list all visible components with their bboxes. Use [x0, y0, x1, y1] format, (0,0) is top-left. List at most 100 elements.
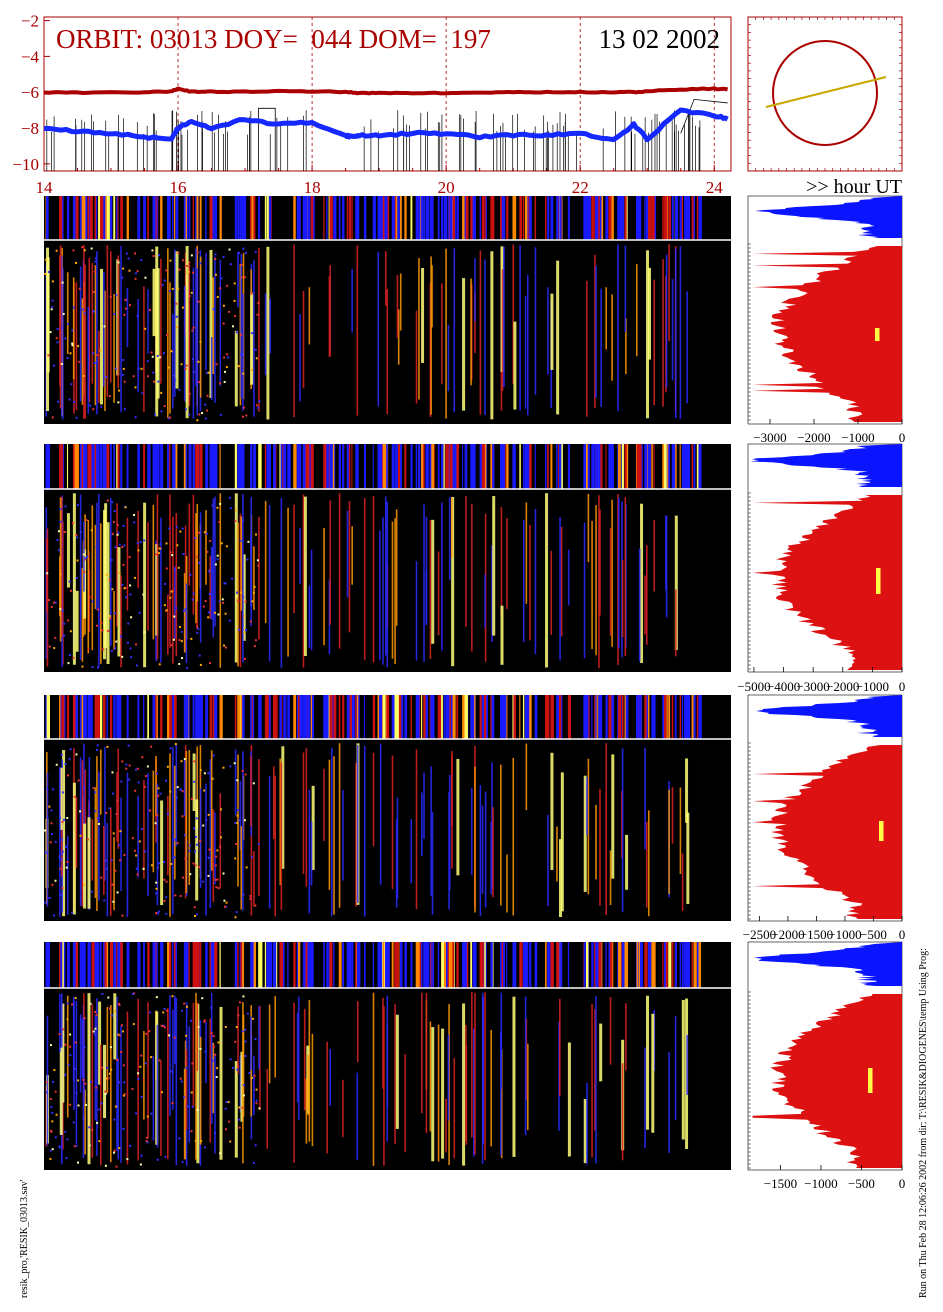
spectral-line-mark — [431, 1027, 435, 1162]
strip-mark — [684, 444, 691, 489]
spectral-dot-mark — [140, 1054, 143, 1057]
hour-axis-label: >> hour UT — [806, 176, 902, 198]
spectral-line-mark — [137, 795, 139, 878]
spectral-line-mark — [109, 1005, 112, 1163]
strip-mark — [87, 942, 90, 988]
strip-mark — [293, 695, 297, 739]
spectral-dot-mark — [180, 630, 183, 633]
spectral-dot-mark — [196, 1108, 199, 1111]
histogram-x-tick-label: −2000 — [797, 430, 830, 445]
histogram-x-tick-label: −2000 — [771, 927, 804, 942]
spectral-dot-mark — [108, 1072, 111, 1075]
spectral-dot-mark — [156, 866, 159, 869]
strip-mark — [586, 444, 588, 489]
spectral-dot-mark — [46, 572, 49, 575]
spectral-dot-mark — [169, 290, 172, 293]
spectral-dot-mark — [123, 587, 126, 590]
spectral-dot-mark — [96, 666, 99, 669]
spectral-dot-mark — [140, 259, 143, 262]
spectral-dot-mark — [185, 1066, 188, 1069]
spectral-line-mark — [474, 258, 476, 322]
strip-mark — [441, 695, 443, 739]
spectral-dot-mark — [62, 1028, 65, 1031]
strip-mark — [268, 196, 271, 240]
strip-mark — [646, 196, 650, 240]
strip-mark — [75, 695, 78, 739]
spectral-dot-mark — [240, 591, 243, 594]
strip-mark — [75, 942, 78, 988]
spectral-line-mark — [599, 788, 601, 906]
spectral-dot-mark — [60, 753, 63, 756]
spectral-line-mark — [591, 520, 593, 650]
spectral-dot-mark — [61, 850, 64, 853]
strip-mark — [338, 695, 341, 739]
spectral-line-mark — [391, 521, 394, 659]
strip-mark — [188, 444, 192, 489]
spectral-dot-mark — [217, 613, 220, 616]
spectral-dot-mark — [203, 772, 206, 775]
strip-mark — [449, 942, 451, 988]
spectral-dot-mark — [142, 866, 145, 869]
strip-mark — [698, 695, 702, 739]
spectral-line-mark — [88, 257, 91, 403]
spectral-line-mark — [646, 545, 648, 645]
strip-mark — [451, 695, 454, 739]
spectral-line-mark — [399, 273, 402, 331]
spectral-dot-mark — [220, 808, 223, 811]
strip-mark — [638, 942, 640, 988]
strip-mark — [109, 695, 113, 739]
spectral-dot-mark — [136, 542, 139, 545]
strip-mark — [559, 196, 562, 240]
strip-mark — [599, 196, 602, 240]
spectral-dot-mark — [188, 413, 191, 416]
spectral-dot-mark — [222, 304, 225, 307]
spectral-dot-mark — [77, 1161, 80, 1164]
strip-mark — [91, 942, 95, 988]
strip-mark — [618, 196, 622, 240]
spectral-dot-mark — [214, 253, 217, 256]
strip-mark — [644, 196, 646, 240]
strip-mark — [308, 942, 312, 988]
spectral-dot-mark — [220, 542, 223, 545]
spectral-line-mark — [152, 1056, 155, 1141]
spectral-dot-mark — [236, 779, 239, 782]
spectral-dot-mark — [111, 792, 114, 795]
spectral-dot-mark — [50, 605, 53, 608]
spectral-line-mark — [169, 282, 171, 414]
spectral-dot-mark — [196, 632, 199, 635]
strip-mark — [329, 444, 333, 489]
strip-mark — [175, 942, 178, 988]
strip-mark — [598, 196, 600, 240]
spectral-dot-mark — [226, 353, 229, 356]
strip-mark — [326, 695, 329, 739]
strip-mark — [99, 695, 103, 739]
strip-mark — [268, 444, 272, 489]
spectral-dot-mark — [161, 1091, 164, 1094]
strip-mark — [609, 942, 613, 988]
spectral-line-mark — [617, 494, 619, 665]
spectral-dot-mark — [178, 388, 181, 391]
strip-mark — [59, 444, 61, 489]
strip-mark — [431, 942, 433, 988]
spectral-dot-mark — [134, 789, 137, 792]
strip-mark — [237, 942, 239, 988]
strip-mark — [283, 444, 287, 489]
spectral-dot-mark — [176, 842, 179, 845]
spectral-dot-mark — [242, 893, 245, 896]
spectral-dot-mark — [157, 787, 160, 790]
red-histogram-area — [752, 495, 902, 670]
strip-mark — [609, 444, 612, 489]
spectral-dot-mark — [208, 848, 211, 851]
spectral-line-mark — [524, 296, 527, 409]
spectral-dot-mark — [117, 531, 120, 534]
spectral-dot-mark — [134, 576, 137, 579]
strip-mark — [234, 695, 237, 739]
strip-mark — [470, 444, 474, 489]
spectral-dot-mark — [96, 817, 99, 820]
spectral-dot-mark — [257, 406, 260, 409]
spectral-line-mark — [59, 556, 61, 617]
strip-mark — [188, 196, 191, 240]
strip-mark — [363, 444, 367, 489]
spectral-dot-mark — [216, 1067, 219, 1070]
spectral-dot-mark — [204, 403, 207, 406]
